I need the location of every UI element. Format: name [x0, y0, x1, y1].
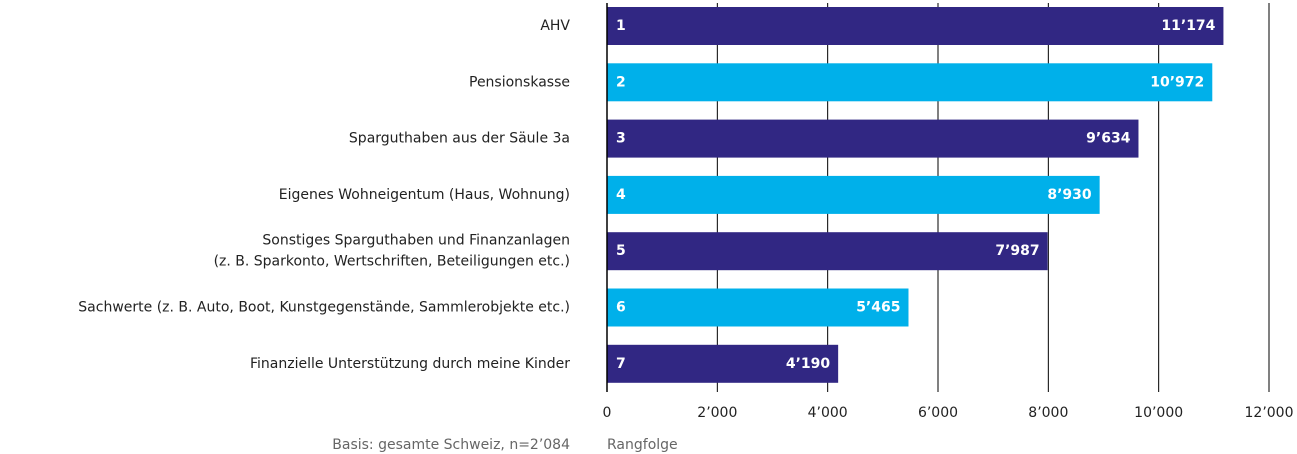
category-label: Finanzielle Unterstützung durch meine Ki…: [250, 356, 570, 372]
value-label: 10’972: [1150, 74, 1204, 90]
value-label: 11’174: [1161, 18, 1215, 34]
x-tick-label: 12’000: [1245, 405, 1294, 421]
x-tick-label: 6’000: [918, 405, 958, 421]
rank-label: 7: [616, 356, 626, 372]
x-axis-label: Rangfolge: [607, 437, 678, 453]
bar: [607, 232, 1048, 271]
x-tick-label: 10’000: [1134, 405, 1183, 421]
bar: [607, 288, 909, 327]
x-tick-label: 8’000: [1028, 405, 1068, 421]
value-label: 8’930: [1047, 187, 1092, 203]
rank-label: 6: [616, 300, 626, 316]
footnote: Basis: gesamte Schweiz, n=2’084: [332, 437, 570, 453]
rank-label: 1: [616, 18, 626, 34]
category-label: Sparguthaben aus der Säule 3a: [349, 131, 570, 147]
category-label: Eigenes Wohneigentum (Haus, Wohnung): [279, 187, 570, 203]
value-label: 4’190: [786, 356, 831, 372]
value-label: 9’634: [1086, 131, 1131, 147]
category-label: Pensionskasse: [469, 74, 570, 90]
rank-label: 3: [616, 131, 626, 147]
x-tick-label: 2’000: [697, 405, 737, 421]
x-tick-label: 0: [603, 405, 612, 421]
bar: [607, 63, 1213, 102]
bar: [607, 119, 1139, 158]
category-label: AHV: [540, 18, 570, 34]
category-label: Sonstiges Sparguthaben und Finanzanlagen…: [214, 233, 570, 270]
rank-label: 5: [616, 243, 626, 259]
bar: [607, 175, 1100, 214]
bar: [607, 7, 1224, 45]
value-label: 7’987: [995, 243, 1039, 259]
bar: [607, 344, 839, 383]
value-label: 5’465: [856, 300, 900, 316]
category-label: Sachwerte (z. B. Auto, Boot, Kunstgegens…: [78, 300, 570, 316]
rank-label: 4: [616, 187, 626, 203]
rank-label: 2: [616, 74, 626, 90]
x-tick-label: 4’000: [808, 405, 848, 421]
